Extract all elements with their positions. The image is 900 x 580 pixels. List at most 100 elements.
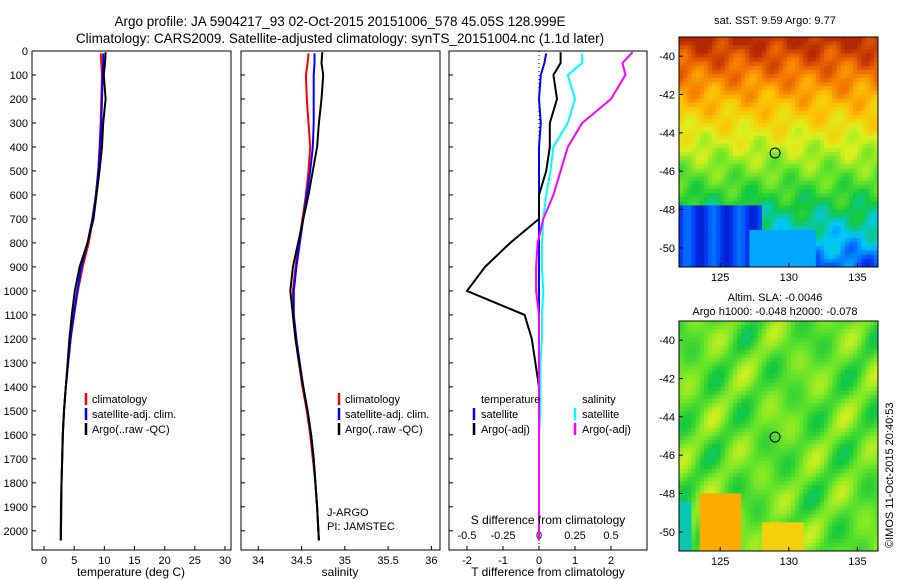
map-cell — [873, 152, 878, 157]
map-cell — [766, 493, 771, 499]
map-cell — [766, 440, 771, 445]
map-cell — [770, 160, 775, 165]
map-cell — [869, 115, 875, 120]
map-cell — [691, 452, 697, 458]
map-cell — [691, 242, 697, 248]
map-cell — [807, 176, 813, 182]
map-cell — [795, 333, 800, 339]
map-cell — [757, 329, 763, 334]
map-cell — [741, 238, 746, 243]
map-cell — [683, 505, 688, 511]
map-cell — [716, 172, 722, 178]
map-cell — [824, 110, 829, 116]
map-cell — [699, 258, 705, 264]
map-cell — [728, 390, 734, 396]
map-cell — [683, 349, 688, 355]
map-cell — [770, 86, 775, 91]
map-cell — [708, 53, 713, 59]
map-cell — [778, 337, 784, 343]
map-cell — [687, 258, 693, 264]
map-cell — [741, 209, 746, 215]
map-cell — [819, 131, 825, 137]
map-cell — [683, 258, 688, 264]
map-cell — [745, 345, 751, 351]
map-cell — [720, 131, 726, 137]
map-cell — [828, 156, 833, 161]
map-cell — [832, 193, 838, 198]
map-cell — [811, 172, 817, 178]
map-cell — [757, 213, 763, 219]
map-cell — [757, 135, 763, 141]
map-cell — [778, 349, 784, 355]
map-cell — [840, 123, 846, 128]
map-cell — [807, 230, 813, 235]
map-cell — [786, 345, 792, 351]
map-cell — [795, 197, 800, 202]
map-cell — [724, 374, 730, 380]
map-cell — [782, 90, 788, 96]
map-cell — [708, 477, 713, 482]
map-cell — [679, 180, 684, 186]
map-cell — [848, 217, 854, 223]
map-cell — [695, 542, 701, 548]
map-cell — [778, 102, 784, 108]
map-cell — [703, 139, 709, 145]
map-cell — [728, 65, 734, 71]
map-cell — [761, 444, 767, 449]
map-cell — [712, 78, 717, 83]
map-cell — [749, 337, 755, 343]
map-cell — [811, 493, 817, 499]
map-cell — [732, 45, 738, 50]
map-cell — [683, 394, 688, 400]
map-cell — [683, 333, 688, 339]
map-cell — [782, 37, 788, 42]
map-cell — [699, 45, 705, 50]
map-cell — [774, 357, 780, 363]
map-cell — [790, 94, 796, 100]
map-cell — [703, 526, 709, 532]
map-cell — [753, 217, 759, 223]
map-cell — [790, 106, 796, 112]
map-cell — [766, 250, 771, 256]
map-cell — [728, 225, 734, 231]
map-cell — [819, 110, 825, 116]
map-cell — [848, 110, 854, 116]
map-cell — [695, 509, 701, 515]
map-cell — [824, 168, 829, 174]
map-cell — [807, 468, 813, 474]
map-cell — [679, 399, 684, 404]
map-cell — [732, 530, 738, 536]
map-cell — [757, 139, 763, 145]
map-cell — [728, 176, 734, 182]
salinity-plot: 34 34.5 35 35.5 36 — [252, 52, 437, 567]
map-cell — [703, 382, 709, 388]
map-cell — [782, 538, 788, 544]
map-cell — [679, 456, 684, 462]
map-cell — [799, 152, 804, 157]
map-cell — [836, 119, 842, 124]
map-cell — [741, 156, 746, 161]
map-cell — [708, 325, 713, 330]
map-cell — [732, 221, 738, 227]
map-cell — [832, 143, 838, 149]
map-cell — [778, 403, 784, 408]
map-cell — [778, 61, 784, 67]
map-cell — [732, 213, 738, 219]
map-cell — [716, 110, 722, 116]
map-cell — [679, 119, 684, 124]
map-cell — [679, 440, 684, 445]
map-cell — [703, 225, 709, 231]
map-cell — [803, 258, 809, 264]
map-cell — [803, 164, 809, 170]
map-cell — [753, 73, 759, 79]
map-cell — [695, 390, 701, 396]
map-cell — [824, 49, 829, 55]
map-cell — [770, 205, 775, 211]
map-cell — [828, 90, 833, 96]
map-cell — [716, 546, 722, 551]
map-cell — [819, 213, 825, 219]
map-cell — [828, 452, 833, 458]
map-cell — [861, 156, 867, 161]
map-cell — [716, 341, 722, 347]
map-cell — [819, 90, 825, 96]
